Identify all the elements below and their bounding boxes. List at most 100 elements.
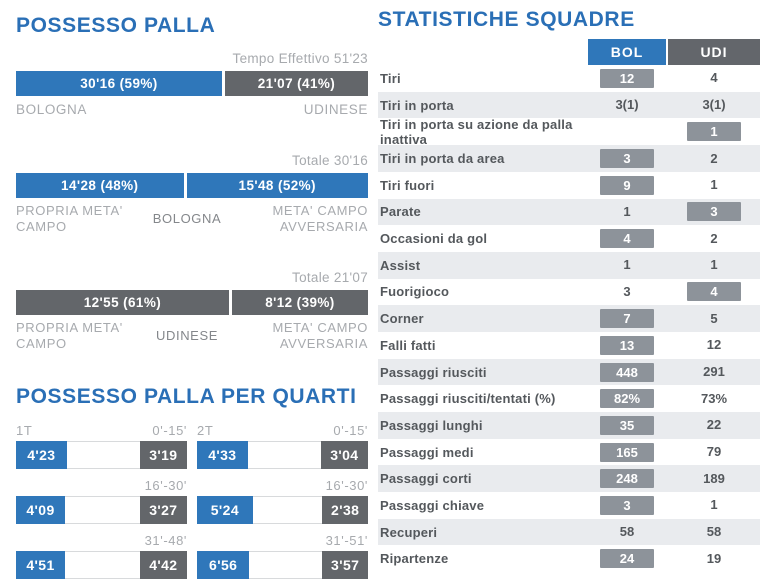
table-row: Fuorigioco 3 4 xyxy=(378,279,760,306)
stat-value-bol-text: 4 xyxy=(600,229,654,249)
table-row: Passaggi riusciti/tentati (%) 82% 73% xyxy=(378,385,760,412)
stat-label: Assist xyxy=(380,257,421,273)
possession-title: POSSESSO PALLA xyxy=(16,14,216,37)
stat-value-bol-text: 12 xyxy=(600,68,654,88)
table-row: Tiri in porta su azione da palla inattiv… xyxy=(378,117,760,147)
quarters-grid: 1T 0'-15' 4'23 3'19 16'-30' 4'09 3'27 31… xyxy=(16,423,368,588)
stat-value-udi-text: 12 xyxy=(706,337,722,353)
second-half-column: 2T 0'-15' 4'33 3'04 16'-30' 5'24 2'38 31… xyxy=(197,423,368,588)
udinese-quarter-segment: 2'38 xyxy=(322,495,368,524)
period-label: 31'-48' xyxy=(144,532,187,548)
udinese-quarter-segment: 3'57 xyxy=(322,550,368,579)
stat-value-udi-text: 1 xyxy=(710,177,718,193)
table-row: Passaggi riusciti 448 291 xyxy=(378,358,760,386)
stat-value-bol: 4 xyxy=(588,229,666,249)
stat-label: Occasioni da gol xyxy=(380,231,488,247)
stat-value-udi-text: 3 xyxy=(687,202,741,222)
quarter-group: 16'-30' 4'09 3'27 xyxy=(16,478,187,524)
stat-value-bol-text: 3 xyxy=(623,283,631,299)
quarter-group: 31'-51' 6'56 3'57 xyxy=(197,533,368,579)
stat-value-udi-text: 19 xyxy=(706,550,722,566)
stat-value-udi-text: 189 xyxy=(703,470,725,486)
stat-label: Passaggi corti xyxy=(380,471,472,487)
bologna-quarter-segment: 4'23 xyxy=(16,440,67,469)
team-stats-section: STATISTICHE SQUADRE BOL UDI Tiri 12 4 Ti… xyxy=(378,8,760,572)
quarters-title: POSSESSO PALLA PER QUARTI xyxy=(16,385,357,409)
bologna-quarter-segment: 4'33 xyxy=(197,440,248,469)
period-label: 31'-51' xyxy=(325,532,368,548)
stat-value-bol-text: 7 xyxy=(600,309,654,329)
own-half-label: PROPRIA META' CAMPO xyxy=(16,320,123,351)
stat-label: Recuperi xyxy=(380,524,438,540)
stat-value-udi: 1 xyxy=(668,256,760,274)
period-label: 0'-15' xyxy=(333,422,368,438)
stat-value-bol: 448 xyxy=(588,362,666,382)
udinese-quarter-segment: 3'19 xyxy=(139,440,187,469)
udinese-quarter-segment: 3'04 xyxy=(320,440,368,469)
udinese-label: UDINESE xyxy=(303,102,368,118)
stat-value-bol-text: 448 xyxy=(600,362,654,382)
table-row: Tiri fuori 9 1 xyxy=(378,172,760,199)
stat-value-bol: 3(1) xyxy=(588,96,666,114)
stat-value-bol xyxy=(588,123,666,141)
stat-value-udi: 2 xyxy=(668,150,760,168)
stat-value-bol: 1 xyxy=(588,203,666,221)
possession-section: POSSESSO PALLA Tempo Effettivo 51'23 30'… xyxy=(16,14,368,588)
quarter-possession-bar: 4'09 3'27 xyxy=(16,495,187,524)
table-row: Passaggi chiave 3 1 xyxy=(378,492,760,519)
table-row: Passaggi medi 165 79 xyxy=(378,439,760,466)
stat-value-bol: 3 xyxy=(588,495,666,515)
stat-value-udi-text: 3(1) xyxy=(702,97,726,113)
table-row: Parate 1 3 xyxy=(378,198,760,226)
quarter-possession-bar: 4'51 4'42 xyxy=(16,550,187,579)
own-half-label: PROPRIA META' CAMPO xyxy=(16,203,123,234)
bar-spacer xyxy=(252,497,324,523)
table-row: Falli fatti 13 12 xyxy=(378,332,760,359)
bologna-half-split-bar: 14'28 (48%) 15'48 (52%) xyxy=(16,173,368,199)
stat-value-bol-text: 3 xyxy=(600,149,654,168)
stat-label: Tiri fuori xyxy=(380,177,435,193)
stat-value-bol-text: 24 xyxy=(600,549,654,569)
stat-value-udi: 79 xyxy=(668,443,760,461)
quarter-group: 16'-30' 5'24 2'38 xyxy=(197,478,368,524)
stat-value-bol-text: 58 xyxy=(619,524,635,540)
stats-rows: Tiri 12 4 Tiri in porta 3(1) 3(1) Tiri i… xyxy=(378,65,760,572)
stat-value-udi: 5 xyxy=(668,310,760,328)
udinese-own-half-segment: 12'55 (61%) xyxy=(16,290,229,316)
stat-value-bol-text: 13 xyxy=(600,335,654,355)
stat-label: Passaggi medi xyxy=(380,444,474,460)
stat-value-bol-text: 248 xyxy=(600,469,654,489)
udinese-half-split-bar: 12'55 (61%) 8'12 (39%) xyxy=(16,290,368,316)
stat-value-bol: 58 xyxy=(588,523,666,541)
table-row: Passaggi corti 248 189 xyxy=(378,465,760,493)
stat-value-udi: 1 xyxy=(668,496,760,514)
stat-value-udi: 4 xyxy=(668,69,760,87)
stat-value-bol-text: 82% xyxy=(600,389,654,409)
possession-total-bar: 30'16 (59%) 21'07 (41%) xyxy=(16,71,368,97)
stat-value-udi-text: 79 xyxy=(706,444,722,460)
stat-label: Ripartenze xyxy=(380,551,449,567)
bologna-quarter-segment: 4'51 xyxy=(16,550,65,579)
stat-label: Tiri xyxy=(380,70,401,86)
bologna-own-half-segment: 14'28 (48%) xyxy=(16,173,184,199)
quarter-group: 2T 0'-15' 4'33 3'04 xyxy=(197,423,368,469)
stat-value-udi-text: 1 xyxy=(710,257,718,273)
stat-value-bol: 9 xyxy=(588,175,666,195)
stat-value-udi-text: 2 xyxy=(710,230,718,246)
bologna-center-label: BOLOGNA xyxy=(152,210,222,226)
stat-value-bol: 82% xyxy=(588,389,666,409)
bar-spacer xyxy=(66,442,141,468)
stat-value-bol-text: 1 xyxy=(623,257,631,273)
table-row: Tiri in porta da area 3 2 xyxy=(378,145,760,172)
table-row: Passaggi lunghi 35 22 xyxy=(378,412,760,439)
quarter-header: 1T 0'-15' xyxy=(16,423,187,438)
stat-label: Passaggi lunghi xyxy=(380,417,483,433)
table-row: Tiri 12 4 xyxy=(378,65,760,92)
stat-value-udi-text: 4 xyxy=(710,70,718,86)
quarter-header: 16'-30' xyxy=(197,478,368,493)
quarter-possession-bar: 4'33 3'04 xyxy=(197,440,368,469)
stat-label: Passaggi riusciti xyxy=(380,364,487,380)
stat-value-udi: 73% xyxy=(668,390,760,408)
stat-label: Tiri in porta xyxy=(380,97,454,113)
stat-value-udi: 22 xyxy=(668,416,760,434)
